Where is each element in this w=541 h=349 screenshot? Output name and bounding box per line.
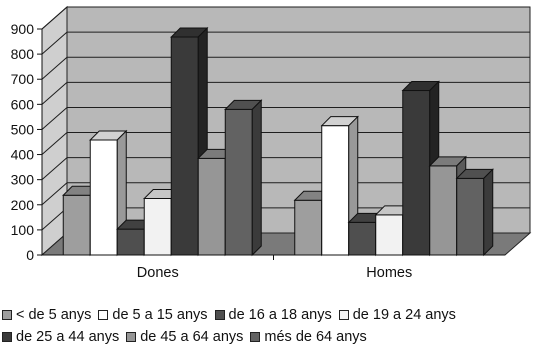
bar-front bbox=[116, 228, 145, 256]
bar-front bbox=[429, 165, 458, 256]
y-tick-label: 0 bbox=[26, 247, 34, 263]
bar-front bbox=[294, 199, 323, 256]
gridline bbox=[41, 56, 530, 80]
legend-item: de 16 a 18 anys bbox=[214, 304, 332, 326]
legend-item: < de 5 anys bbox=[2, 304, 91, 326]
legend-swatch bbox=[214, 310, 225, 320]
legend-item: de 25 a 44 anys bbox=[2, 326, 119, 348]
gridline bbox=[41, 157, 530, 181]
bar-front bbox=[456, 177, 485, 256]
bar-front bbox=[224, 108, 253, 256]
y-tick-label: 500 bbox=[11, 121, 35, 137]
legend-swatch bbox=[98, 310, 109, 320]
bar-front bbox=[170, 36, 199, 256]
legend-label: de 45 a 64 anys bbox=[140, 329, 244, 345]
gridline bbox=[41, 6, 530, 30]
gridline bbox=[41, 31, 530, 55]
bar-front bbox=[197, 157, 226, 256]
x-axis: Dones Homes bbox=[42, 254, 505, 281]
y-tick-label: 800 bbox=[11, 46, 35, 62]
bar-front bbox=[348, 221, 377, 256]
legend-label: de 16 a 18 anys bbox=[228, 307, 332, 323]
legend-item: de 19 a 24 anys bbox=[338, 304, 456, 326]
legend: < de 5 anys de 5 a 15 anys de 16 a 18 an… bbox=[2, 304, 463, 348]
legend-swatch bbox=[126, 332, 137, 342]
bar-front bbox=[143, 198, 172, 256]
legend-item: de 45 a 64 anys bbox=[126, 326, 243, 348]
legend-swatch bbox=[250, 332, 261, 342]
bar bbox=[455, 168, 494, 257]
gridline bbox=[41, 81, 530, 105]
bar bbox=[224, 99, 263, 257]
y-tick-label: 200 bbox=[11, 197, 35, 213]
gridline bbox=[41, 182, 530, 206]
bars bbox=[62, 26, 494, 257]
chart: 0 100 200 300 400 500 600 700 800 900 Dones Homes bbox=[11, 5, 532, 281]
gridline bbox=[41, 106, 530, 130]
legend-label: de 5 a 15 anys bbox=[112, 307, 208, 323]
legend-item: de 5 a 15 anys bbox=[98, 304, 208, 326]
legend-swatch bbox=[338, 310, 349, 320]
bar-side bbox=[251, 99, 262, 257]
legend-row: < de 5 anys de 5 a 15 anys de 16 a 18 an… bbox=[2, 304, 463, 326]
bar-front bbox=[402, 90, 431, 256]
y-tick-label: 700 bbox=[11, 71, 35, 87]
legend-label: de 19 a 24 anys bbox=[352, 307, 456, 323]
x-tick-label: Homes bbox=[366, 265, 412, 281]
legend-row: de 25 a 44 anys de 45 a 64 anys més de 6… bbox=[2, 326, 463, 348]
x-tick-label: Dones bbox=[137, 265, 179, 281]
gridline bbox=[41, 132, 530, 155]
bar-side bbox=[483, 168, 494, 257]
legend-item: més de 64 anys bbox=[250, 326, 367, 348]
bar-front bbox=[62, 194, 91, 256]
bar bbox=[89, 129, 128, 257]
legend-label: de 25 a 44 anys bbox=[16, 329, 120, 345]
legend-swatch bbox=[2, 332, 12, 342]
bar bbox=[320, 115, 359, 257]
y-axis: 0 100 200 300 400 500 600 700 800 900 bbox=[11, 21, 43, 263]
y-tick-label: 600 bbox=[11, 96, 35, 112]
y-tick-label: 300 bbox=[11, 172, 35, 188]
y-tick-label: 100 bbox=[11, 222, 35, 238]
y-tick-label: 400 bbox=[11, 147, 35, 163]
bar-front bbox=[89, 139, 118, 256]
legend-label: més de 64 anys bbox=[264, 329, 367, 345]
bar-front bbox=[321, 125, 350, 256]
legend-label: < de 5 anys bbox=[16, 307, 92, 323]
legend-swatch bbox=[2, 310, 12, 320]
y-tick-label: 900 bbox=[11, 21, 35, 37]
bar-front bbox=[375, 214, 404, 256]
